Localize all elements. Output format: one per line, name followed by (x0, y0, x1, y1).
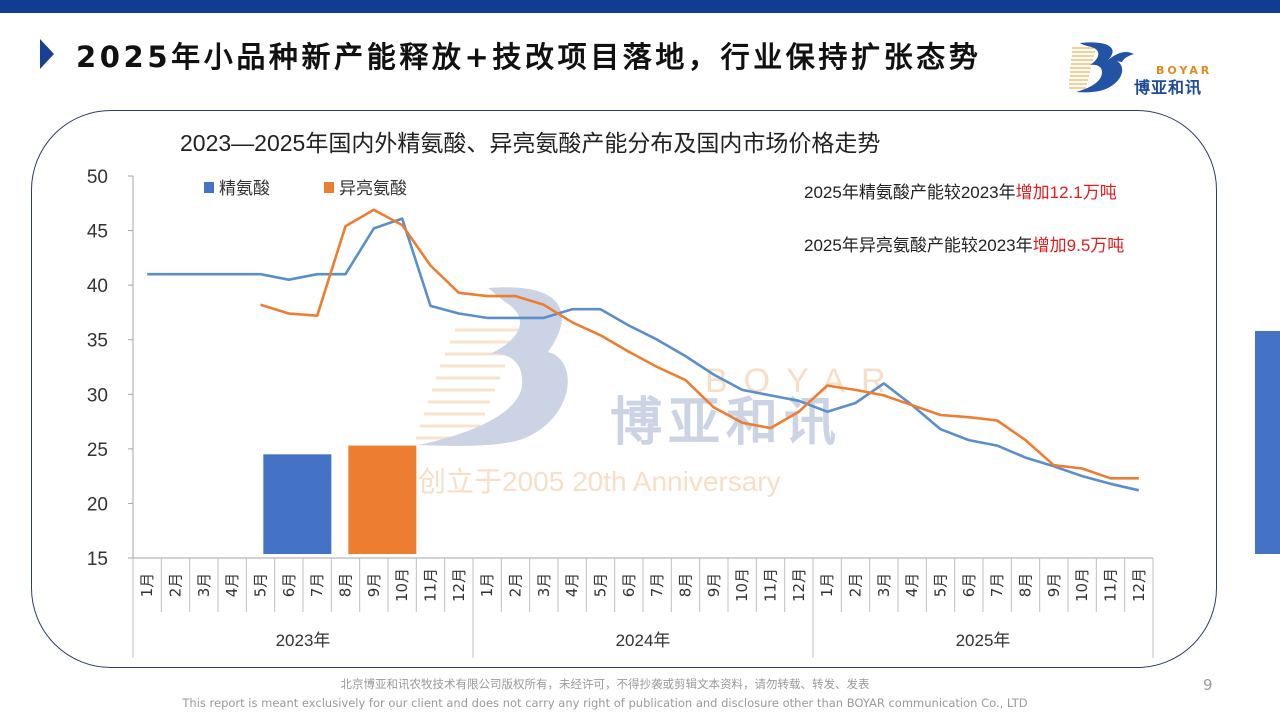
x-tick-label-year: 2023年 (276, 631, 331, 650)
boyar-logo: BOYAR 博亚和讯 (1068, 38, 1218, 97)
logo-text-en: BOYAR (1156, 64, 1213, 77)
x-tick-label-month: 10月 (1073, 568, 1091, 602)
legend-label: 异亮氨酸 (339, 179, 407, 199)
page-number: 9 (1203, 676, 1213, 694)
x-tick-label-month: 3月 (535, 573, 553, 598)
x-tick-label-month: 1月 (478, 573, 496, 598)
x-tick-label-month: 2月 (847, 573, 865, 598)
watermark-cn: 博亚和讯 (610, 393, 842, 453)
watermark: BOYAR 博亚和讯 创立于2005 20th Anniversary (416, 287, 902, 497)
y-tick-label: 30 (87, 385, 108, 406)
x-tick-label-month: 4月 (903, 573, 921, 598)
x-tick-label-month: 12月 (1130, 568, 1148, 602)
top-accent-bar (0, 0, 1280, 13)
chart-frame (31, 110, 1217, 668)
x-tick-label-month: 7月 (648, 573, 666, 598)
annotation-isoleucine-highlight: 增加9.5万吨 (1032, 236, 1125, 255)
x-tick-label-month: 5月 (932, 573, 950, 598)
logo-text-cn: 博亚和讯 (1134, 78, 1203, 97)
slide-title: 2025年小品种新产能释放+技改项目落地，行业保持扩张态势 (76, 40, 982, 74)
x-tick-label-month: 6月 (960, 573, 978, 598)
x-tick-label-year: 2025年 (956, 631, 1011, 650)
x-tick-label-month: 9月 (1045, 573, 1063, 598)
y-tick-label: 20 (87, 494, 108, 515)
bar-arginine (263, 454, 332, 554)
watermark-en: BOYAR (705, 362, 902, 400)
x-tick-label-month: 8月 (337, 573, 355, 598)
y-tick-label: 50 (87, 167, 108, 188)
x-tick-label-month: 4月 (563, 573, 581, 598)
legend-swatch-isoleucine (324, 182, 334, 193)
title-bullet-icon (40, 39, 54, 69)
x-tick-label-month: 3月 (875, 573, 893, 598)
bar-arginine (1255, 330, 1280, 554)
x-tick-label-month: 12月 (450, 568, 468, 602)
line-series-isoleucine (260, 208, 1139, 480)
x-tick-label-month: 4月 (223, 573, 241, 598)
x-tick-label-month: 7月 (308, 573, 326, 598)
annotation-arginine-text: 2025年精氨酸产能较2023年 (804, 183, 1016, 202)
x-tick-label-month: 1月 (818, 573, 836, 598)
y-tick-label: 45 (87, 222, 108, 243)
x-tick-label-month: 7月 (988, 573, 1006, 598)
watermark-b-logo-icon (416, 287, 568, 446)
x-tick-label-month: 2月 (507, 573, 525, 598)
annotation-isoleucine: 2025年异亮氨酸产能较2023年增加9.5万吨 (804, 231, 1124, 256)
x-tick-label-month: 9月 (705, 573, 723, 598)
x-tick-label-month: 12月 (790, 568, 808, 602)
bar-isoleucine (348, 445, 417, 554)
annotation-arginine-highlight: 增加12.1万吨 (1015, 183, 1117, 202)
x-tick-label-month: 5月 (252, 573, 270, 598)
legend-label: 精氨酸 (219, 179, 270, 199)
y-tick-label: 35 (87, 331, 108, 352)
y-tick-label: 15 (87, 549, 108, 570)
footer-copyright-cn: 北京博亚和讯农牧技术有限公司版权所有，未经许可，不得抄袭或剪辑文本资料，请勿转载… (340, 677, 870, 691)
x-tick-label-month: 10月 (733, 568, 751, 602)
x-tick-label-month: 6月 (280, 573, 298, 598)
x-tick-label-month: 10月 (393, 568, 411, 602)
watermark-tagline: 创立于2005 20th Anniversary (418, 466, 781, 497)
x-tick-label-month: 6月 (620, 573, 638, 598)
y-tick-label: 40 (87, 276, 108, 297)
footer-copyright-en: This report is meant exclusively for our… (182, 696, 1028, 710)
x-tick-label-month: 11月 (422, 568, 440, 602)
x-tick-label-month: 1月 (138, 573, 156, 598)
x-tick-label-month: 9月 (365, 573, 383, 598)
x-tick-label-month: 2月 (167, 573, 185, 598)
line-series-arginine (147, 217, 1140, 492)
boyar-bird-logo-icon (1069, 42, 1134, 93)
y-tick-label: 25 (87, 440, 108, 461)
x-tick-label-month: 3月 (195, 573, 213, 598)
x-tick-label-month: 8月 (677, 573, 695, 598)
annotation-arginine: 2025年精氨酸产能较2023年增加12.1万吨 (804, 178, 1117, 203)
x-tick-label-month: 11月 (762, 568, 780, 602)
x-tick-label-year: 2024年 (616, 631, 671, 650)
annotation-isoleucine-text: 2025年异亮氨酸产能较2023年 (804, 236, 1033, 255)
x-tick-label-month: 11月 (1102, 568, 1120, 602)
legend-swatch-arginine (204, 182, 214, 193)
chart-title: 2023—2025年国内外精氨酸、异亮氨酸产能分布及国内市场价格走势 (180, 130, 881, 156)
x-tick-label-month: 8月 (1017, 573, 1035, 598)
x-tick-label-month: 5月 (592, 573, 610, 598)
